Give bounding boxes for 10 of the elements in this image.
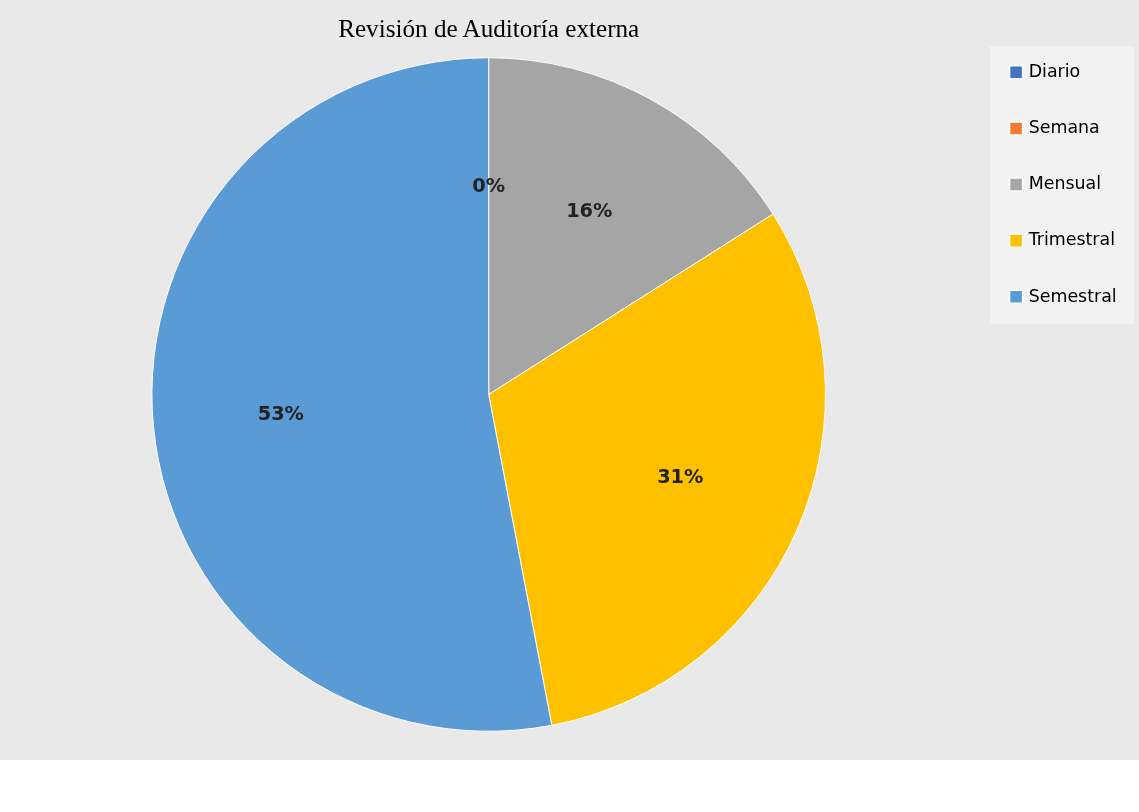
legend-label: Semestral — [1028, 285, 1117, 306]
text: 0% — [472, 173, 506, 197]
data-label: 31% — [657, 465, 704, 489]
legend-label: Diario — [1028, 61, 1081, 82]
data-label: 16% — [566, 199, 613, 223]
legend-label: Mensual — [1028, 173, 1102, 194]
legend-label: Semana — [1028, 117, 1100, 138]
legend-label: Trimestral — [1027, 229, 1115, 250]
chart-title: Revisión de Auditoría externa — [338, 15, 640, 43]
data-label: 53% — [257, 401, 304, 425]
